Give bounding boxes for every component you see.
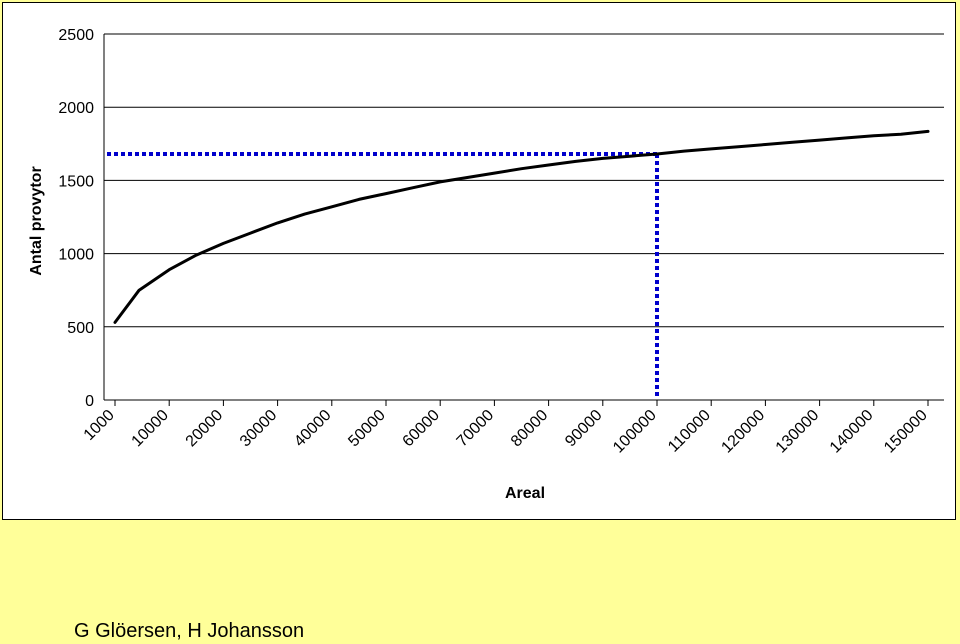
x-axis-title: Areal bbox=[505, 485, 545, 502]
x-tick-label: 130000 bbox=[773, 407, 823, 457]
x-tick-label: 80000 bbox=[508, 407, 552, 451]
chart-svg: 0 500 1000 1500 2000 2500 1000 10000 20000 30000 4… bbox=[28, 27, 944, 502]
x-tick-label: 20000 bbox=[183, 407, 227, 451]
x-tick-label: 90000 bbox=[562, 407, 606, 451]
y-tick-label: 2500 bbox=[58, 27, 94, 44]
x-tick-label: 60000 bbox=[400, 407, 444, 451]
x-tick-label: 100000 bbox=[610, 407, 660, 457]
y-tick-label: 500 bbox=[67, 320, 94, 337]
x-tick-label: 40000 bbox=[291, 407, 335, 451]
series-line-0 bbox=[113, 129, 930, 324]
x-tick-label: 70000 bbox=[454, 407, 498, 451]
y-axis-title: Antal provytor bbox=[28, 166, 45, 275]
x-tick-label: 110000 bbox=[665, 407, 714, 456]
x-tick-label: 30000 bbox=[237, 407, 281, 451]
author-credit: G Glöersen, H Johansson bbox=[74, 620, 305, 642]
x-tick-label: 1000 bbox=[81, 407, 118, 444]
x-tick-label: 150000 bbox=[881, 407, 931, 457]
x-tick-label: 50000 bbox=[345, 407, 389, 451]
chart-frame: 0 500 1000 1500 2000 2500 1000 10000 20000 30000 4… bbox=[2, 2, 956, 520]
x-tick-label: 10000 bbox=[129, 407, 173, 451]
y-tick-label: 1000 bbox=[58, 247, 94, 264]
y-tick-label: 1500 bbox=[58, 173, 94, 190]
y-tick-label: 2000 bbox=[58, 100, 94, 117]
y-tick-label: 0 bbox=[85, 393, 94, 410]
x-tick-label: 120000 bbox=[718, 407, 768, 457]
x-tick-label: 140000 bbox=[827, 407, 877, 457]
